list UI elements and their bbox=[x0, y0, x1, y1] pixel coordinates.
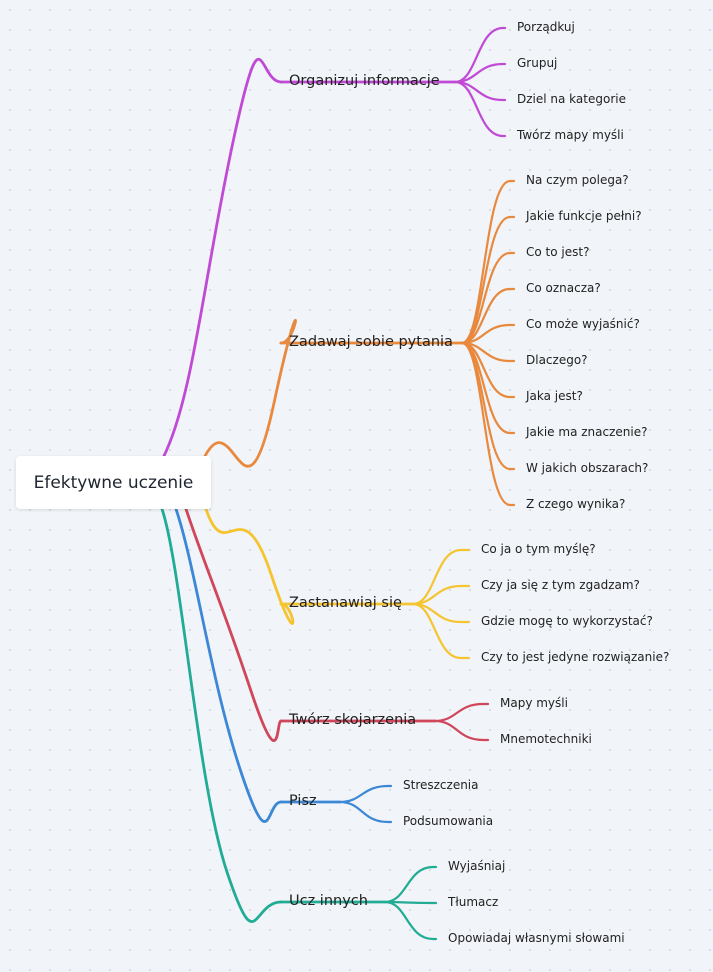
branch-connector bbox=[160, 507, 283, 923]
leaf-label[interactable]: Jakie ma znaczenie? bbox=[526, 425, 648, 439]
branch-label[interactable]: Zadawaj sobie pytania bbox=[289, 334, 453, 350]
leaf-label[interactable]: Czy ja się z tym zgadzam? bbox=[481, 578, 640, 592]
leaf-label[interactable]: Co może wyjaśnić? bbox=[526, 317, 640, 331]
branch-label[interactable]: Zastanawiaj się bbox=[289, 595, 402, 611]
leaf-connector bbox=[453, 80, 507, 138]
leaf-connector bbox=[460, 251, 516, 345]
leaf-label[interactable]: Co oznacza? bbox=[526, 281, 601, 295]
leaf-label[interactable]: Na czym polega? bbox=[526, 173, 629, 187]
leaf-connector bbox=[460, 215, 516, 345]
leaf-label[interactable]: Co to jest? bbox=[526, 245, 590, 259]
leaf-label[interactable]: Podsumowania bbox=[403, 814, 494, 828]
leaf-connector bbox=[460, 323, 516, 345]
branch-label[interactable]: Pisz bbox=[289, 793, 317, 809]
root-node[interactable]: Efektywne uczenie bbox=[16, 456, 211, 509]
leaf-label[interactable]: Co ja o tym myślę? bbox=[481, 542, 596, 556]
leaf-connector bbox=[433, 719, 490, 742]
leaf-connector bbox=[411, 584, 471, 606]
branch-connector bbox=[184, 507, 283, 742]
leaf-connector bbox=[383, 900, 438, 941]
branch-label[interactable]: Ucz innych bbox=[289, 893, 368, 909]
leaf-label[interactable]: Czy to jest jedyne rozwiązanie? bbox=[481, 650, 670, 664]
branch-label[interactable]: Twórz skojarzenia bbox=[289, 712, 417, 728]
leaf-label[interactable]: Tłumacz bbox=[448, 895, 499, 909]
leaf-label[interactable]: Streszczenia bbox=[403, 778, 479, 792]
branch-connector bbox=[204, 507, 295, 625]
leaf-label[interactable]: Opowiadaj własnymi słowami bbox=[448, 931, 625, 945]
leaf-connector bbox=[338, 800, 393, 824]
root-label: Efektywne uczenie bbox=[33, 472, 194, 493]
leaf-label[interactable]: Dziel na kategorie bbox=[517, 92, 626, 106]
leaf-connector bbox=[411, 602, 471, 660]
leaf-label[interactable]: Jaka jest? bbox=[526, 389, 583, 403]
leaf-connector bbox=[453, 26, 507, 84]
leaf-connector bbox=[433, 702, 490, 723]
leaf-label[interactable]: Porządkuj bbox=[517, 20, 575, 34]
leaf-connector bbox=[460, 341, 516, 507]
leaf-label[interactable]: Mnemotechniki bbox=[500, 732, 592, 746]
leaf-label[interactable]: Jakie funkcje pełni? bbox=[526, 209, 642, 223]
branch-connector bbox=[174, 507, 283, 823]
leaf-connector bbox=[338, 784, 393, 804]
leaf-connector bbox=[411, 548, 471, 606]
leaf-label[interactable]: Wyjaśniaj bbox=[448, 859, 506, 873]
leaf-connector bbox=[453, 62, 507, 84]
leaf-label[interactable]: Z czego wynika? bbox=[526, 497, 626, 511]
leaf-label[interactable]: Gdzie mogę to wykorzystać? bbox=[481, 614, 653, 628]
leaf-label[interactable]: Grupuj bbox=[517, 56, 558, 70]
branch-label[interactable]: Organizuj informacje bbox=[289, 73, 440, 89]
leaf-connector bbox=[383, 865, 438, 904]
leaf-connector bbox=[460, 287, 516, 345]
leaf-label[interactable]: Mapy myśli bbox=[500, 696, 568, 710]
branch-connector bbox=[202, 319, 297, 468]
leaf-label[interactable]: Dlaczego? bbox=[526, 353, 588, 367]
branch-connector bbox=[161, 58, 283, 460]
leaf-label[interactable]: W jakich obszarach? bbox=[526, 461, 649, 475]
leaf-label[interactable]: Twórz mapy myśli bbox=[517, 128, 624, 142]
